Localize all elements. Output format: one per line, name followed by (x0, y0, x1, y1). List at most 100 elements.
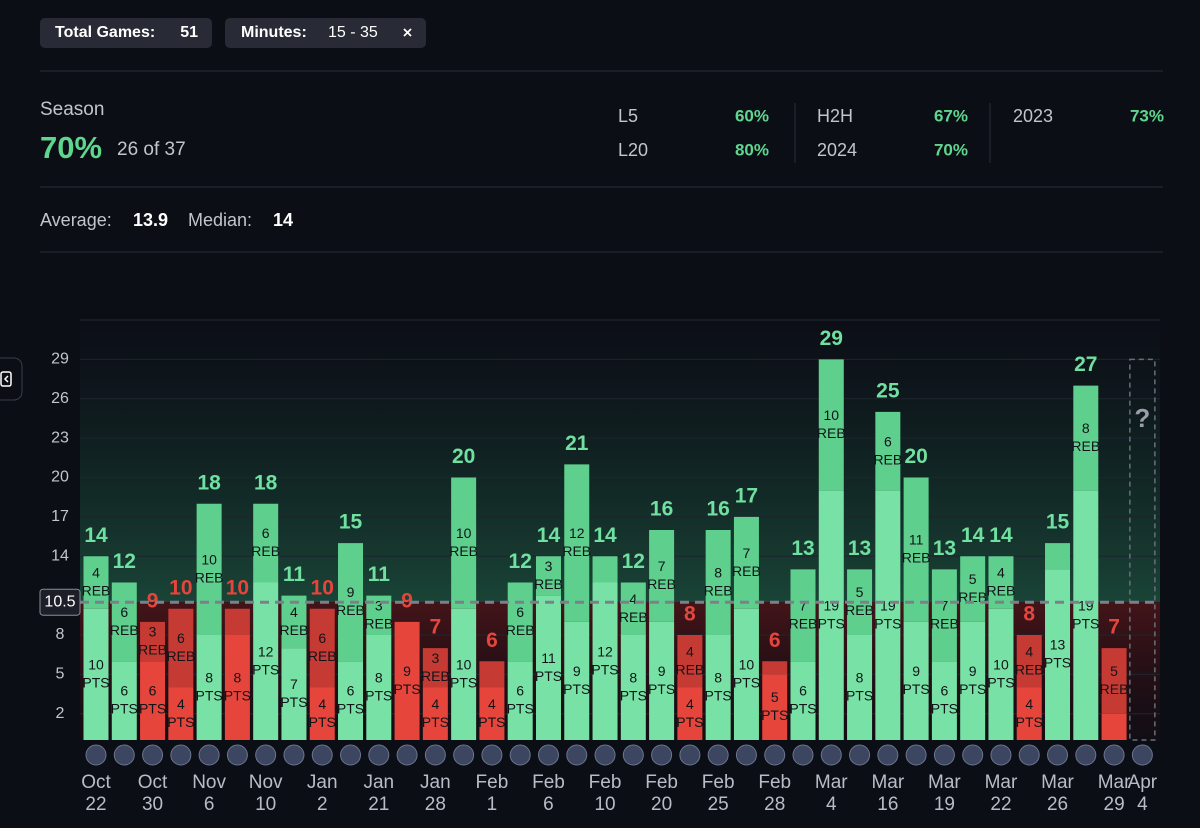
segment-name: PTS (676, 713, 703, 729)
team-logo (424, 744, 446, 766)
segment-value: 5 (969, 571, 977, 587)
total-label: 17 (735, 484, 758, 507)
segment-name: REB (280, 622, 309, 638)
minutes-value: 15 - 35 (328, 24, 378, 41)
total-label: 18 (254, 471, 278, 494)
total-label: 7 (430, 616, 442, 639)
segment-name: PTS (337, 700, 364, 716)
games-chip[interactable] (40, 18, 212, 48)
split-value: 67% (934, 106, 968, 125)
total-label: 10 (169, 576, 192, 599)
segment-name: REB (619, 608, 648, 624)
bar-segment (847, 635, 873, 740)
segment-name: REB (1015, 661, 1044, 677)
segment-value: 3 (545, 558, 553, 574)
segment-name: PTS (139, 700, 166, 716)
split-label: H2H (817, 106, 853, 126)
segment-value: 13 (1050, 636, 1066, 652)
x-tick-label: Nov 10 (248, 772, 283, 815)
total-label: 8 (1023, 603, 1035, 626)
team-logo (1018, 744, 1040, 766)
team-logo (283, 744, 305, 766)
team-logo (453, 744, 475, 766)
bar-segment (507, 661, 533, 740)
total-label: 11 (368, 563, 391, 586)
bar-segment (620, 635, 646, 740)
bar-segment (111, 661, 137, 740)
split-label: L5 (618, 106, 638, 126)
segment-label: 6 REB (308, 630, 337, 664)
segment-name: PTS (959, 681, 986, 697)
segment-value: 3 (375, 597, 383, 613)
bar-segment (394, 621, 420, 740)
segment-name: PTS (167, 713, 194, 729)
bar-segment (281, 648, 307, 740)
team-logo (905, 744, 927, 766)
segment-name: PTS (648, 681, 675, 697)
segment-value: 8 (856, 669, 864, 685)
total-label: 14 (84, 524, 108, 547)
segment-name: PTS (818, 615, 845, 631)
bar-segment (168, 608, 194, 688)
segment-label: 6 REB (110, 604, 139, 638)
segment-name: PTS (450, 674, 477, 690)
segment-value: 19 (1078, 597, 1094, 613)
bar-segment (903, 477, 929, 622)
x-tick-label: Jan 28 (420, 772, 451, 815)
x-tick-label: Mar 16 (871, 772, 905, 815)
segment-label: 9 REB (336, 584, 365, 618)
team-logo (226, 744, 248, 766)
x-tick-label: Feb 25 (701, 772, 735, 815)
team-logo (651, 744, 673, 766)
bar-segment (1045, 569, 1071, 740)
segment-name: PTS (196, 687, 223, 703)
segment-value: 6 (347, 682, 355, 698)
x-tick-label: Feb 10 (588, 772, 622, 815)
x-tick-label: Feb 28 (758, 772, 792, 815)
x-tick-label: Mar 4 (814, 772, 848, 815)
segment-label: 8 PTS (224, 669, 251, 703)
segment-value: 10 (739, 656, 755, 672)
bar-segment (875, 490, 901, 740)
total-label: 16 (650, 498, 673, 521)
segment-label: 5 REB (845, 584, 874, 618)
segment-value: 8 (205, 669, 213, 685)
team-logo (198, 744, 220, 766)
segment-value: 4 (1025, 695, 1033, 711)
total-label: 12 (509, 550, 532, 573)
segment-label: 8 REB (1071, 420, 1100, 454)
segment-name: REB (675, 661, 704, 677)
segment-name: PTS (1072, 615, 1099, 631)
segment-value: 11 (909, 531, 924, 547)
clear-icon[interactable] (403, 28, 412, 37)
minutes-chip[interactable] (225, 18, 426, 48)
bar-segment (790, 661, 816, 740)
segment-value: 9 (573, 663, 581, 679)
segment-value: 5 (1110, 663, 1118, 679)
minutes-label: Minutes: (241, 24, 307, 41)
team-logo (990, 744, 1012, 766)
season-label: Season (40, 99, 104, 120)
segment-label: 9 PTS (563, 663, 590, 697)
team-logo (735, 744, 757, 766)
team-logo (509, 744, 531, 766)
segment-value: 9 (403, 663, 411, 679)
segment-label: 6 REB (873, 433, 902, 467)
segment-name: PTS (252, 661, 279, 677)
segment-value: 12 (597, 643, 613, 659)
segment-value: 10 (823, 407, 839, 423)
segment-name: PTS (535, 668, 562, 684)
x-tick-label: Feb 6 (532, 772, 565, 815)
segment-label: 5 REB (1100, 663, 1129, 697)
bar-segment (281, 595, 307, 649)
bar-segment (83, 556, 109, 609)
segment-label: 6 REB (166, 630, 195, 664)
bar-segment (1101, 713, 1127, 740)
bar-segment (309, 687, 335, 740)
segment-value: 6 (318, 630, 326, 646)
team-logo (481, 744, 503, 766)
segment-name: REB (930, 615, 959, 631)
segment-label: 6 REB (506, 604, 535, 638)
split-label: 2024 (817, 140, 857, 160)
hit-rate: 70% (40, 130, 102, 165)
